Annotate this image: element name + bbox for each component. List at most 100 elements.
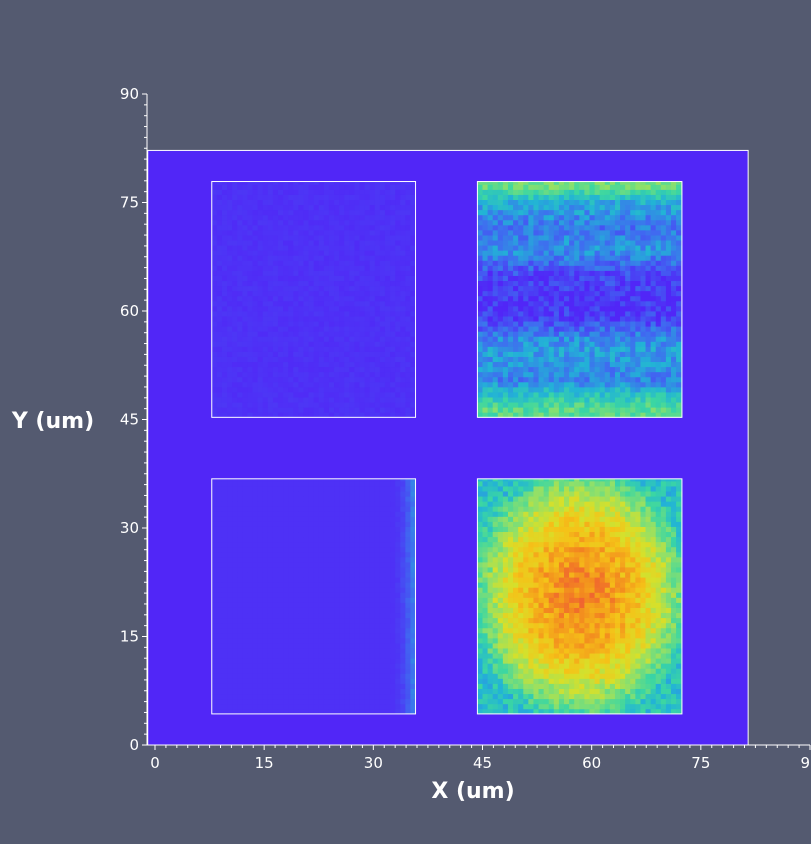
- heatmap-cell: [405, 295, 411, 302]
- heatmap-cell: [604, 326, 611, 332]
- heatmap-cell: [507, 305, 514, 312]
- heatmap-cell: [349, 371, 355, 378]
- heatmap-cell: [553, 255, 560, 261]
- heatmap-cell: [655, 397, 662, 403]
- heatmap-cell: [625, 371, 631, 378]
- heatmap-cell: [313, 321, 320, 327]
- heatmap-cell: [543, 285, 550, 292]
- heatmap-cell: [237, 637, 243, 644]
- heatmap-cell: [364, 407, 371, 413]
- heatmap-cell: [349, 632, 355, 639]
- heatmap-cell: [374, 275, 381, 282]
- heatmap-cell: [625, 275, 631, 282]
- heatmap-cell: [374, 204, 381, 211]
- heatmap-cell: [369, 229, 376, 236]
- heatmap-cell: [328, 300, 335, 307]
- heatmap-cell: [318, 622, 325, 629]
- heatmap-cell: [242, 402, 248, 408]
- heatmap-cell: [359, 592, 365, 598]
- heatmap-cell: [665, 341, 672, 347]
- heatmap-cell: [298, 622, 304, 629]
- heatmap-cell: [523, 189, 529, 195]
- heatmap-cell: [564, 397, 570, 403]
- heatmap-cell: [334, 351, 340, 357]
- heatmap-cell: [594, 346, 601, 352]
- heatmap-cell: [328, 371, 335, 378]
- heatmap-cell: [574, 336, 580, 342]
- heatmap-cell: [660, 229, 667, 236]
- heatmap-cell: [364, 336, 371, 342]
- heatmap-cell: [262, 407, 269, 413]
- heatmap-cell: [359, 386, 365, 393]
- heatmap-cell: [405, 392, 411, 398]
- heatmap-cell: [665, 381, 672, 388]
- heatmap-cell: [237, 688, 243, 695]
- heatmap-cell: [344, 366, 350, 373]
- heatmap-cell: [211, 229, 218, 236]
- heatmap-cell: [303, 290, 309, 297]
- heatmap-cell: [487, 184, 494, 190]
- heatmap-cell: [298, 290, 304, 297]
- heatmap-cell: [272, 270, 279, 276]
- heatmap-cell: [625, 214, 631, 221]
- heatmap-cell: [242, 336, 248, 342]
- heatmap-cell: [262, 285, 269, 292]
- heatmap-cell: [323, 235, 330, 241]
- heatmap-cell: [267, 199, 274, 206]
- heatmap-cell: [543, 189, 550, 195]
- heatmap-cell: [518, 331, 524, 337]
- heatmap-cell: [569, 326, 575, 332]
- heatmap-cell: [533, 229, 539, 236]
- heatmap-cell: [384, 321, 391, 327]
- heatmap-cell: [477, 265, 483, 271]
- heatmap-cell: [523, 290, 529, 297]
- heatmap-cell: [400, 356, 406, 363]
- heatmap-cell: [211, 582, 218, 588]
- heatmap-cell: [242, 235, 248, 241]
- heatmap-cell: [676, 275, 682, 282]
- heatmap-cell: [288, 371, 294, 378]
- heatmap-cell: [283, 587, 289, 593]
- heatmap-cell: [293, 572, 299, 578]
- heatmap-cell: [272, 407, 279, 413]
- heatmap-cell: [670, 235, 677, 241]
- heatmap-cell: [564, 250, 570, 256]
- heatmap-cell: [650, 295, 657, 302]
- heatmap-cell: [242, 572, 248, 578]
- heatmap-cell: [308, 245, 315, 251]
- heatmap-cell: [400, 627, 406, 634]
- heatmap-cell: [614, 326, 621, 332]
- heatmap-cell: [369, 194, 376, 200]
- heatmap-cell: [374, 290, 381, 297]
- heatmap-cell: [390, 270, 396, 276]
- heatmap-cell: [538, 229, 545, 236]
- heatmap-cell: [257, 412, 264, 418]
- heatmap-cell: [584, 219, 590, 226]
- heatmap-cell: [216, 678, 223, 684]
- heatmap-cell: [323, 397, 330, 403]
- heatmap-cell: [339, 658, 345, 664]
- heatmap-cell: [369, 366, 376, 373]
- heatmap-cell: [564, 371, 570, 378]
- heatmap-cell: [558, 341, 565, 347]
- heatmap-cell: [349, 407, 355, 413]
- heatmap-cell: [507, 245, 514, 251]
- heatmap-cell: [579, 229, 585, 236]
- heatmap-cell: [574, 392, 580, 398]
- heatmap-cell: [635, 381, 641, 388]
- heatmap-cell: [599, 194, 606, 200]
- heatmap-cell: [303, 678, 309, 684]
- heatmap-cell: [349, 260, 355, 266]
- heatmap-cell: [272, 683, 279, 689]
- heatmap-cell: [614, 331, 621, 337]
- heatmap-cell: [374, 235, 381, 241]
- heatmap-cell: [513, 245, 519, 251]
- heatmap-cell: [272, 311, 279, 317]
- heatmap-cell: [277, 275, 284, 282]
- heatmap-cell: [227, 341, 233, 347]
- heatmap-cell: [614, 219, 621, 226]
- heatmap-cell: [237, 351, 243, 357]
- heatmap-cell: [354, 255, 360, 261]
- heatmap-cell: [548, 407, 555, 413]
- heatmap-cell: [523, 194, 529, 200]
